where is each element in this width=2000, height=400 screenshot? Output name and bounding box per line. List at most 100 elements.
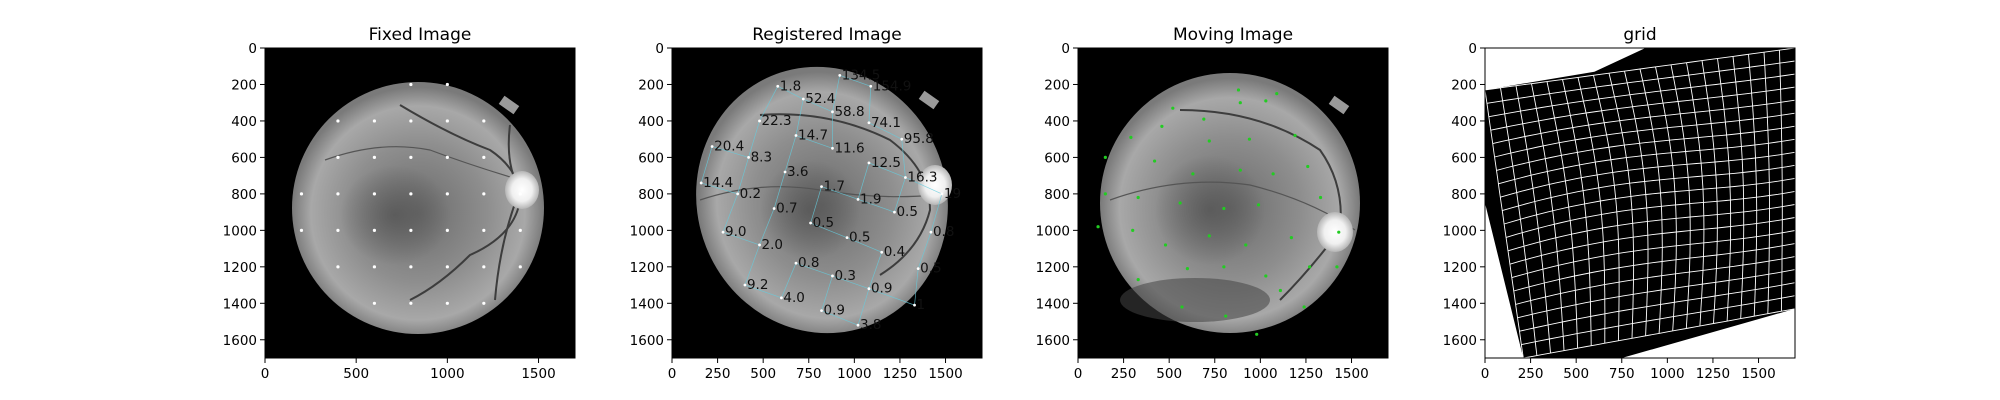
correspondence-line bbox=[857, 288, 870, 326]
fixed-landmark-point bbox=[482, 228, 486, 232]
correspondence-line bbox=[857, 162, 870, 200]
moving-landmark-point bbox=[1222, 206, 1226, 211]
error-label: 0.7 bbox=[776, 200, 797, 216]
correspondence-line bbox=[700, 146, 713, 184]
fixed-landmark-point bbox=[299, 192, 304, 196]
deformed-grid-region bbox=[1485, 48, 1795, 358]
registered-landmark-point bbox=[867, 287, 871, 291]
y-tick-label: 400 bbox=[1044, 114, 1070, 130]
error-label: 2.0 bbox=[762, 237, 783, 253]
moving-landmark-point bbox=[1307, 265, 1312, 269]
fixed-landmark-point bbox=[409, 265, 413, 269]
moving-landmark-point bbox=[1302, 305, 1306, 309]
correspondence-line bbox=[821, 310, 859, 326]
registered-landmark-point bbox=[838, 73, 842, 77]
grid-line-horizontal bbox=[1509, 217, 1795, 265]
correspondence-line bbox=[832, 75, 841, 112]
registered-landmark-point bbox=[747, 156, 750, 159]
correspondence-line bbox=[868, 162, 906, 178]
moving-landmark-point bbox=[1236, 88, 1241, 92]
correspondence-line bbox=[803, 98, 833, 113]
registered-landmark-point bbox=[794, 134, 798, 137]
fixed-landmark-point bbox=[409, 192, 413, 196]
fixed-landmark-point bbox=[372, 155, 377, 160]
error-label: 0.5 bbox=[813, 215, 834, 231]
y-tick-label: 200 bbox=[1044, 77, 1070, 93]
moving-landmark-point bbox=[1096, 225, 1100, 229]
panel-fixed-image: Fixed Image 0 500 1000 1500 0 200 400 600 800 100… bbox=[223, 25, 576, 382]
y-tick-label: 600 bbox=[1451, 150, 1477, 166]
correspondence-line bbox=[917, 232, 932, 269]
moving-landmark-point bbox=[1163, 243, 1168, 247]
grid-line-horizontal bbox=[1521, 295, 1795, 346]
moving-landmark-point bbox=[1202, 117, 1206, 121]
x-tick-label: 0 bbox=[668, 366, 677, 382]
fixed-landmark-point bbox=[445, 82, 449, 87]
grid-line-horizontal bbox=[1523, 308, 1795, 358]
error-label: 0.5 bbox=[920, 261, 941, 277]
y-tick-label: 1000 bbox=[223, 223, 257, 239]
y-tick-label: 1400 bbox=[1443, 296, 1477, 312]
registered-landmark-point bbox=[758, 119, 761, 123]
moving-landmark-point bbox=[1136, 277, 1140, 282]
error-label: 0.9 bbox=[824, 303, 845, 319]
fixed-landmark-point bbox=[372, 119, 377, 123]
moving-landmark-point bbox=[1244, 243, 1248, 247]
moving-landmark-point bbox=[1278, 288, 1283, 293]
registered-landmark-point bbox=[929, 230, 933, 234]
panel-title: Fixed Image bbox=[369, 25, 472, 45]
fixed-landmark-point bbox=[482, 265, 486, 269]
correspondence-line bbox=[810, 222, 848, 238]
moving-landmark-point bbox=[1185, 267, 1190, 271]
moving-landmark-point bbox=[1337, 230, 1341, 234]
y-tick-label: 800 bbox=[1044, 187, 1070, 203]
error-label: 0.3 bbox=[834, 268, 855, 284]
moving-landmark-point bbox=[1271, 172, 1275, 176]
registered-landmark-point bbox=[856, 197, 860, 201]
grid-line-horizontal bbox=[1519, 282, 1795, 332]
tick-layer: 0 250 500 750 1000 1250 1500 0 200 400 600 800 1000 1… bbox=[630, 41, 963, 382]
moving-landmark-point bbox=[1152, 159, 1157, 163]
grid-line-vertical bbox=[1779, 50, 1783, 312]
fixed-landmark-point bbox=[409, 155, 413, 160]
correspondence-line bbox=[846, 237, 882, 253]
error-label: 0.2 bbox=[740, 186, 761, 202]
registered-landmark-point bbox=[831, 110, 834, 114]
registered-landmark-point bbox=[721, 230, 725, 234]
moving-landmark-point bbox=[1207, 139, 1211, 143]
error-label: 58.8 bbox=[834, 104, 864, 120]
correspondence-line bbox=[777, 85, 804, 100]
axes-frame bbox=[1077, 47, 1389, 359]
grid-line-vertical bbox=[1732, 56, 1745, 319]
axes-frame bbox=[671, 47, 983, 359]
y-tick-label: 1000 bbox=[630, 223, 664, 239]
registered-landmark-point bbox=[916, 267, 920, 271]
x-tick-label: 1000 bbox=[837, 366, 871, 382]
fixed-landmark-point bbox=[445, 155, 449, 160]
moving-landmark-point bbox=[1256, 203, 1261, 207]
y-tick-label: 0 bbox=[1468, 41, 1477, 57]
fundus-image bbox=[696, 66, 952, 334]
registered-landmark-point bbox=[867, 121, 871, 125]
moving-landmark-point bbox=[1264, 99, 1268, 103]
error-label: 0.5 bbox=[896, 204, 917, 220]
y-tick-label: 1600 bbox=[1036, 333, 1070, 349]
correspondence-line bbox=[901, 139, 906, 178]
error-label: 3.8 bbox=[860, 317, 881, 333]
moving-landmark-point bbox=[1191, 172, 1195, 176]
error-label: 0.5 bbox=[849, 230, 870, 246]
registered-landmark-point bbox=[794, 261, 798, 265]
y-tick-label: 1200 bbox=[630, 260, 664, 276]
registered-landmark-point bbox=[904, 176, 907, 179]
error-label: 11.6 bbox=[834, 140, 864, 156]
registered-landmark-point bbox=[776, 84, 780, 88]
panel-title: grid bbox=[1623, 25, 1656, 45]
correspondence-line bbox=[737, 157, 749, 194]
correspondence-line bbox=[868, 252, 883, 289]
registered-landmark-point bbox=[900, 137, 904, 141]
fixed-landmark-point bbox=[409, 119, 413, 123]
correspondence-line bbox=[810, 186, 822, 224]
y-tick-label: 1600 bbox=[630, 333, 664, 349]
moving-landmark-point bbox=[1255, 332, 1259, 336]
y-tick-label: 0 bbox=[248, 41, 257, 57]
